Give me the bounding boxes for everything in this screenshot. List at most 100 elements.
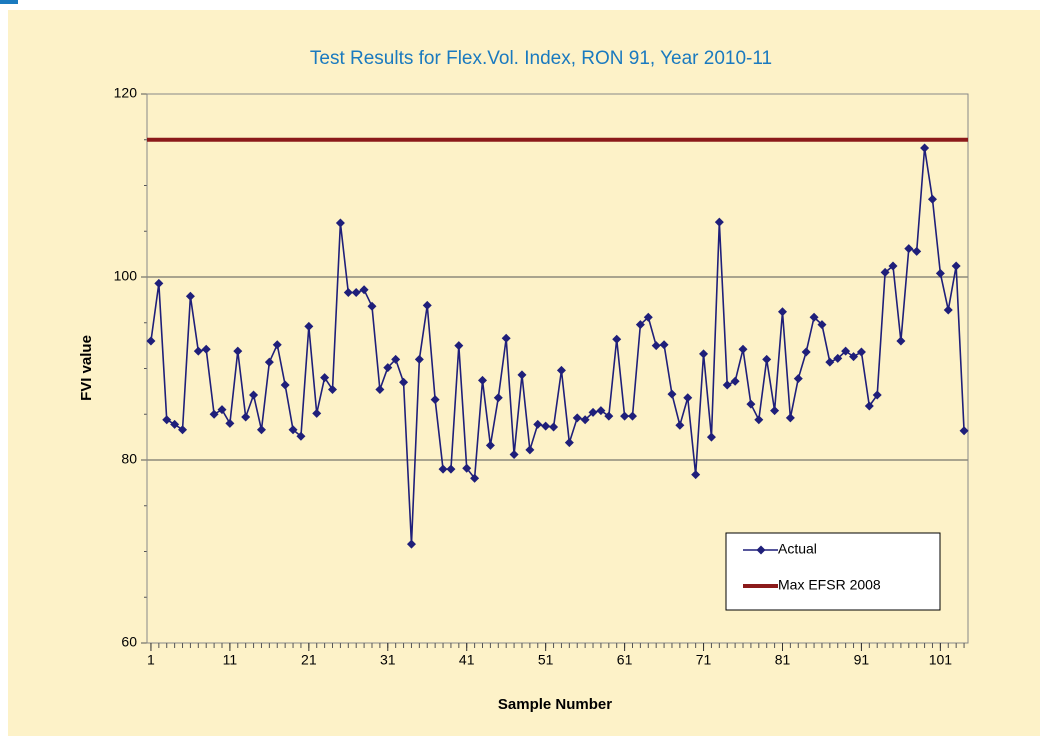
data-point (935, 268, 945, 278)
data-point (533, 419, 543, 429)
x-tick-label: 1 (147, 652, 155, 668)
data-point (446, 464, 456, 474)
series-line (150, 147, 965, 545)
data-point (146, 336, 156, 346)
data-point (272, 340, 282, 350)
x-tick-label: 61 (617, 652, 633, 668)
data-point (699, 349, 709, 359)
data-point (572, 413, 582, 423)
data-point (762, 354, 772, 364)
x-axis-label: Sample Number (498, 696, 612, 713)
data-point (201, 344, 211, 354)
data-point (635, 320, 645, 330)
data-point (612, 334, 622, 344)
legend: Actual Max EFSR 2008 (725, 532, 941, 611)
data-point (746, 399, 756, 409)
data-point (556, 365, 566, 375)
data-point (351, 288, 361, 298)
data-point (620, 411, 630, 421)
legend-marker (756, 545, 766, 555)
data-point (525, 445, 535, 455)
data-point (951, 261, 961, 271)
y-tick-label: 100 (114, 268, 138, 284)
data-point (833, 353, 843, 363)
data-point (343, 288, 353, 298)
data-point (714, 217, 724, 227)
x-tick-label: 41 (459, 652, 475, 668)
x-tick-label: 51 (538, 652, 554, 668)
data-point (659, 340, 669, 350)
data-point (430, 395, 440, 405)
data-point (738, 344, 748, 354)
data-point (241, 412, 251, 422)
data-point (249, 390, 259, 400)
data-point (288, 425, 298, 435)
data-point (335, 218, 345, 228)
data-point (509, 450, 519, 460)
data-point (943, 305, 953, 315)
data-point (872, 390, 882, 400)
legend-box (725, 532, 941, 611)
data-point (564, 438, 574, 448)
data-point (880, 267, 890, 277)
x-tick-label: 31 (380, 652, 396, 668)
data-point (406, 539, 416, 549)
data-point (667, 389, 677, 399)
data-point (233, 346, 243, 356)
data-point (927, 194, 937, 204)
data-point (793, 374, 803, 384)
data-point (264, 357, 274, 367)
data-point (904, 244, 914, 254)
data-point (154, 278, 164, 288)
data-point (849, 352, 859, 362)
data-point (185, 291, 195, 301)
data-point (478, 375, 488, 385)
data-point (422, 300, 432, 310)
data-point (651, 341, 661, 351)
data-point (683, 393, 693, 403)
data-point (470, 473, 480, 483)
data-point (414, 354, 424, 364)
data-point (462, 463, 472, 473)
data-point (170, 419, 180, 429)
data-point (801, 347, 811, 357)
data-point (541, 421, 551, 431)
data-point (383, 363, 393, 373)
data-point (643, 312, 653, 322)
data-point (691, 470, 701, 480)
data-point (722, 380, 732, 390)
data-point (920, 143, 930, 153)
data-point (841, 346, 851, 356)
data-point (785, 413, 795, 423)
data-point (225, 418, 235, 428)
plot-border (146, 93, 969, 644)
chart-title: Test Results for Flex.Vol. Index, RON 91… (310, 48, 772, 69)
data-point (825, 357, 835, 367)
data-point (454, 341, 464, 351)
legend-label: Actual (778, 541, 817, 557)
x-tick-label: 71 (696, 652, 712, 668)
data-point (328, 385, 338, 395)
data-point (320, 373, 330, 383)
x-tick-label: 11 (223, 652, 238, 668)
data-point (399, 377, 409, 387)
data-point (856, 347, 866, 357)
data-point (375, 385, 385, 395)
data-point (706, 432, 716, 442)
data-point (604, 411, 614, 421)
data-point (888, 261, 898, 271)
data-point (675, 420, 685, 430)
data-point (730, 376, 740, 386)
y-tick-label: 80 (121, 451, 137, 467)
data-point (493, 393, 503, 403)
data-point (627, 411, 637, 421)
legend-label: Max EFSR 2008 (778, 577, 881, 593)
data-point (256, 425, 266, 435)
data-point (754, 415, 764, 425)
data-point (817, 320, 827, 330)
data-point (501, 333, 511, 343)
data-point (217, 405, 227, 415)
data-point (517, 370, 527, 380)
